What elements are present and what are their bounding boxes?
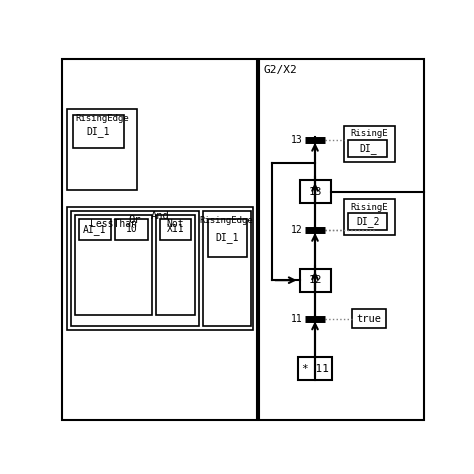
Text: DI_2: DI_2 — [356, 216, 380, 227]
Text: Not: Not — [167, 219, 184, 229]
Bar — [67, 207, 253, 330]
Bar — [300, 180, 330, 203]
Text: G2/X2: G2/X2 — [263, 65, 297, 75]
Bar — [62, 59, 257, 419]
Bar — [79, 219, 111, 240]
Text: RisingE: RisingE — [351, 202, 389, 211]
Text: 11: 11 — [291, 314, 302, 324]
Text: 13: 13 — [291, 135, 302, 145]
Text: LessThan: LessThan — [90, 219, 137, 229]
Bar — [75, 215, 152, 315]
Bar — [202, 211, 251, 327]
Bar — [67, 109, 137, 190]
Bar — [156, 215, 195, 315]
Bar — [345, 126, 395, 162]
Bar — [348, 140, 387, 157]
Text: DI_1: DI_1 — [87, 126, 110, 137]
Text: 12: 12 — [308, 275, 322, 285]
Bar — [298, 357, 332, 380]
Bar — [345, 200, 395, 235]
Bar — [73, 115, 124, 148]
Bar — [352, 310, 386, 328]
Bar — [300, 269, 330, 292]
Text: 12: 12 — [291, 225, 302, 235]
Bar — [208, 219, 247, 257]
Text: And: And — [151, 211, 169, 221]
Text: * 11: * 11 — [301, 364, 328, 374]
Bar — [115, 219, 147, 240]
Text: RisingE: RisingE — [351, 129, 389, 138]
Bar — [71, 211, 199, 327]
Bar — [259, 59, 424, 419]
Text: DI_1: DI_1 — [216, 232, 239, 243]
Text: 13: 13 — [308, 187, 322, 197]
Text: 10: 10 — [126, 224, 137, 234]
Text: Or: Or — [128, 215, 141, 225]
Bar — [348, 213, 387, 230]
Text: AI_1: AI_1 — [83, 224, 107, 235]
Text: RisingEdge: RisingEdge — [75, 114, 129, 123]
Text: X11: X11 — [167, 224, 184, 234]
Text: true: true — [357, 314, 382, 324]
Bar — [160, 219, 191, 240]
Text: DI_: DI_ — [359, 143, 376, 154]
Text: RisingEdge: RisingEdge — [200, 216, 254, 225]
